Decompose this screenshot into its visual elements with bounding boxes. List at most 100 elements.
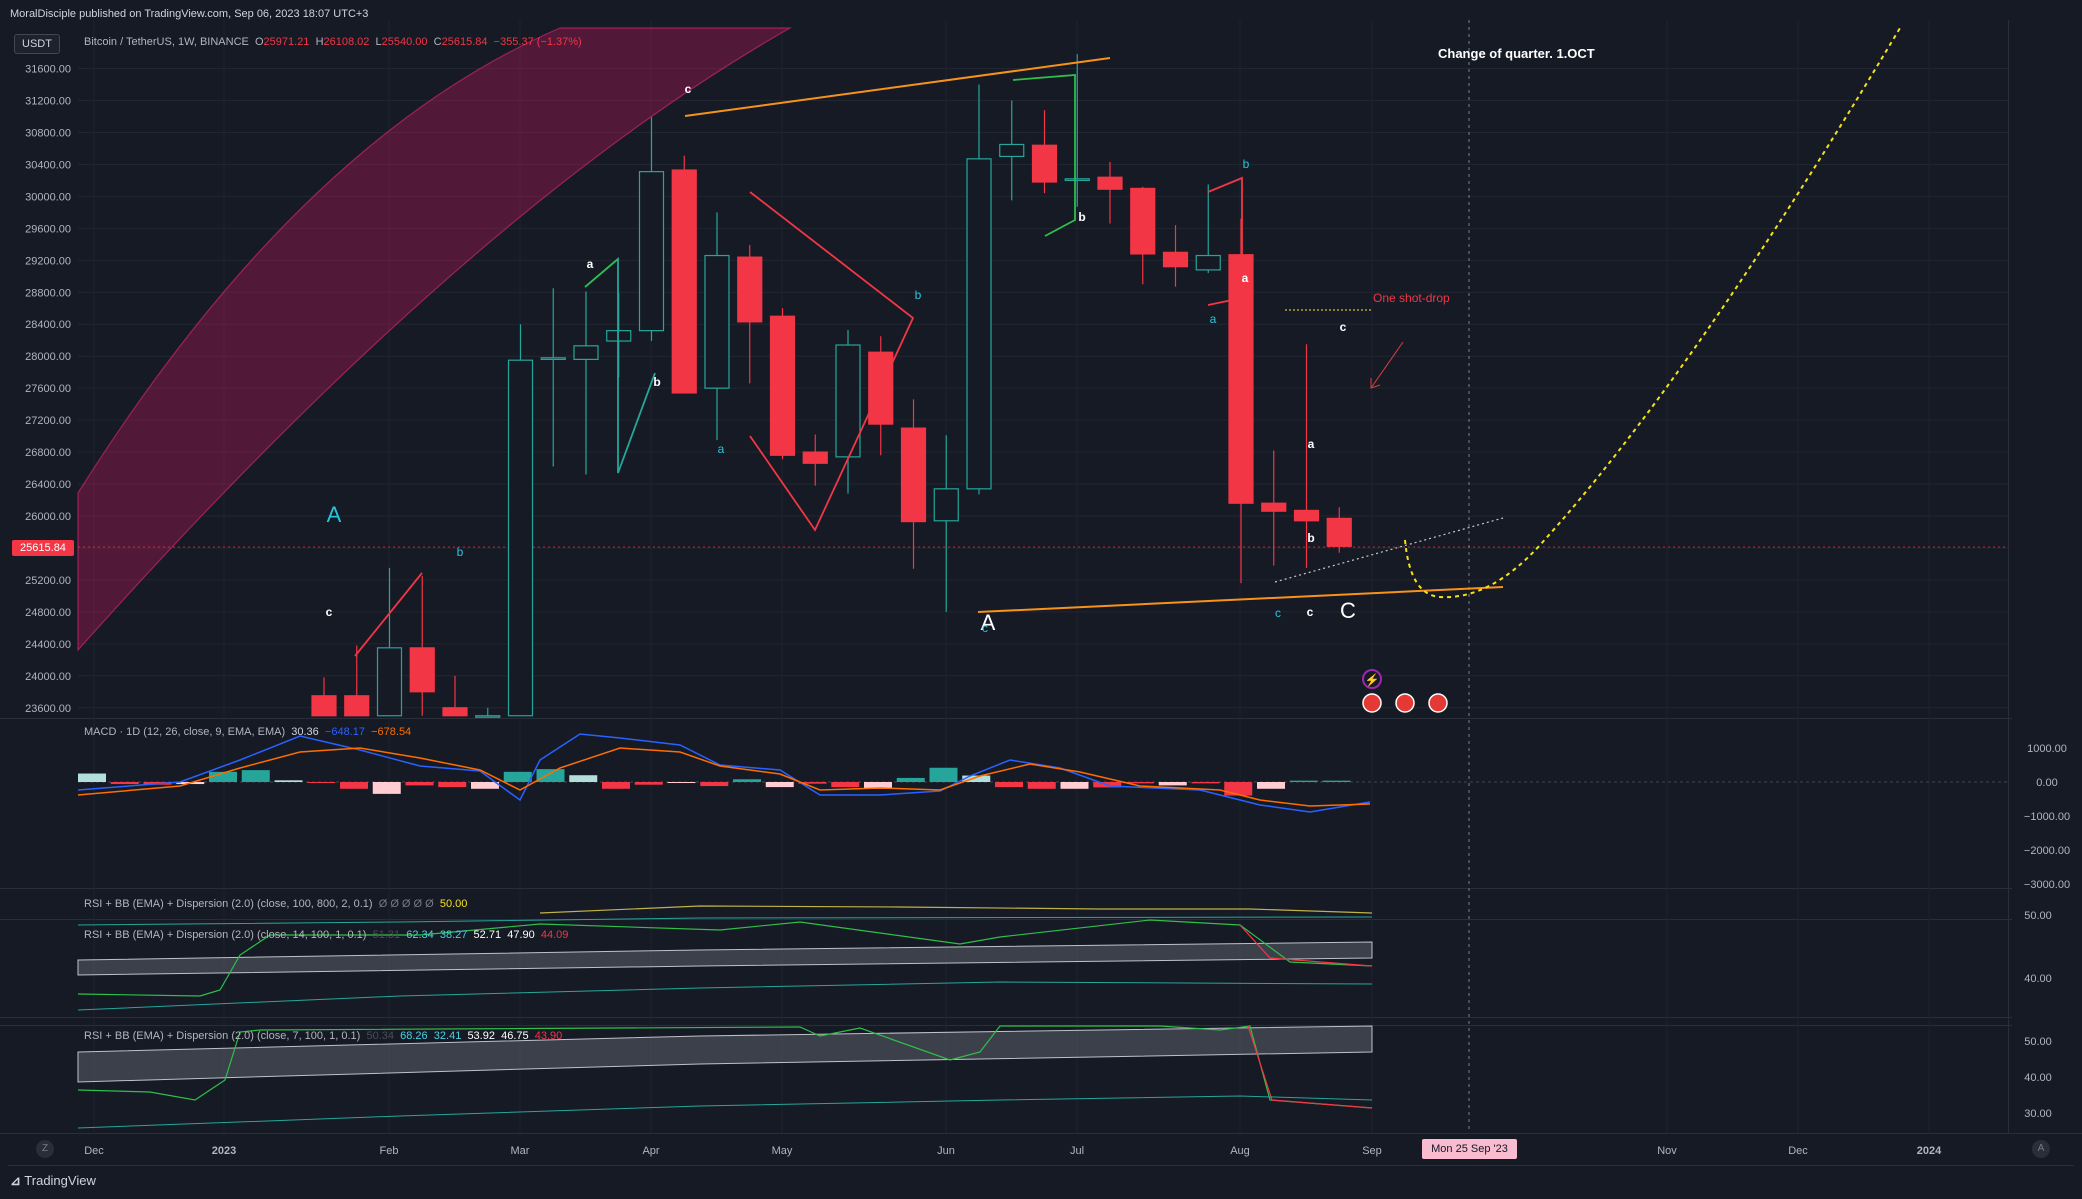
wave-label: a	[587, 257, 594, 271]
rsi2-legend: RSI + BB (EMA) + Dispersion (2.0) (close…	[84, 929, 569, 941]
wave-label: A	[327, 502, 342, 527]
macd-histogram-bar	[831, 782, 860, 788]
wave-label: a	[718, 442, 725, 456]
red-zigzag-1	[354, 572, 423, 657]
price-tick-label: 27600.00	[25, 383, 71, 395]
svg-text:⚡: ⚡	[1365, 673, 1380, 687]
wave-label: c	[982, 621, 988, 635]
macd-histogram-bar	[209, 771, 237, 782]
wave-label: c	[1275, 606, 1281, 620]
macd-signal-value: −648.17	[324, 726, 365, 738]
tradingview-brand[interactable]: ⊿ TradingView	[10, 1173, 96, 1189]
candle-body	[311, 695, 337, 717]
macd-signal-line	[77, 747, 1371, 807]
macd-histogram-bar	[1289, 780, 1318, 782]
wave-label: c	[1307, 605, 1314, 619]
publish-line: MoralDisciple published on TradingView.c…	[10, 8, 369, 20]
tradingview-logo-icon: ⊿	[10, 1173, 21, 1188]
time-tick-label: Jul	[1070, 1145, 1084, 1157]
rsi3-line	[77, 1025, 1373, 1109]
macd-histogram-bar	[733, 779, 761, 782]
macd-tick-label: −1000.00	[2024, 811, 2070, 823]
candle-body	[442, 707, 468, 717]
us-flag-icon	[1395, 693, 1415, 713]
panel-divider	[0, 919, 2012, 920]
candle-body	[737, 256, 763, 323]
time-tick-label: Mar	[511, 1145, 530, 1157]
candle-body	[802, 451, 828, 464]
wave-label: a	[1242, 271, 1249, 285]
wave-label: b	[1078, 210, 1085, 224]
price-tick-label: 29200.00	[25, 255, 71, 267]
panel-divider	[0, 1133, 2082, 1134]
macd-histogram-bar	[700, 782, 729, 787]
close-value: 25615.84	[441, 36, 488, 48]
macd-histogram-bar	[929, 767, 958, 782]
macd-histogram-bar	[78, 773, 106, 782]
rsi1-ma-line	[77, 916, 1373, 926]
macd-hist-value: −678.54	[371, 726, 412, 738]
time-tick-label: Sep	[1362, 1145, 1382, 1157]
symbol-name: Bitcoin / TetherUS, 1W, BINANCE	[84, 36, 249, 48]
high-value: 26108.02	[323, 36, 370, 48]
wave-label: C	[1340, 598, 1356, 623]
macd-histogram-bar	[962, 775, 991, 782]
macd-title: MACD · 1D (12, 26, close, 9, EMA, EMA)	[84, 726, 286, 738]
pink-arc-band	[77, 27, 793, 652]
candle-body	[475, 715, 501, 718]
candle-body	[376, 647, 403, 717]
time-tick-label: Dec	[84, 1145, 104, 1157]
macd-histogram-bar	[896, 777, 925, 782]
candle-body	[1326, 517, 1352, 547]
symbol-legend: Bitcoin / TetherUS, 1W, BINANCE O25971.2…	[84, 36, 582, 48]
wave-label: a	[1308, 437, 1315, 451]
wave-label: A	[981, 610, 996, 635]
candle-body	[1228, 254, 1254, 504]
wave-label: b	[915, 288, 922, 302]
rsi1-title: RSI + BB (EMA) + Dispersion (2.0) (close…	[84, 898, 373, 910]
currency-button[interactable]: USDT	[14, 34, 60, 54]
arrow-head	[1370, 378, 1381, 389]
lightning-icon[interactable]	[1362, 669, 1382, 689]
panel-divider	[0, 888, 2012, 889]
z-button[interactable]: Z	[36, 1140, 54, 1158]
price-tick-label: 24800.00	[25, 607, 71, 619]
green-zigzag-2	[1012, 74, 1076, 237]
candle-body	[1195, 254, 1221, 271]
candle-body	[638, 171, 665, 332]
candle-body	[769, 315, 796, 456]
candle-body	[671, 169, 697, 394]
brand-label: TradingView	[24, 1173, 96, 1188]
rsi1-tick-label: 50.00	[2024, 910, 2052, 922]
macd-histogram-bar	[241, 770, 270, 782]
macd-histogram-bar	[1060, 782, 1089, 789]
time-tick-label: Feb	[380, 1145, 399, 1157]
candle-body	[540, 357, 566, 360]
candle-body	[1031, 144, 1058, 183]
crosshair-date-tag: Mon 25 Sep '23	[1422, 1139, 1517, 1159]
quarter-annotation: Change of quarter. 1.OCT	[1438, 46, 1595, 61]
macd-histogram-bar	[765, 782, 794, 788]
candle-body	[507, 359, 534, 717]
macd-histogram-bar	[569, 775, 598, 782]
macd-histogram-bar	[307, 782, 336, 783]
macd-histogram-bar	[1027, 782, 1056, 789]
rsi2-band	[77, 941, 1373, 976]
candle-body	[900, 427, 927, 523]
wave-label: a	[1210, 312, 1217, 326]
wave-label: b	[653, 375, 660, 389]
rsi-panels	[77, 905, 1373, 1129]
rsi3-red-segment	[1247, 1025, 1373, 1109]
macd-histogram-bar	[438, 782, 467, 788]
wave-label: c	[1340, 320, 1347, 334]
price-tick-label: 23600.00	[25, 703, 71, 715]
rsi3-ma-line	[77, 1095, 1373, 1129]
auto-scale-button[interactable]: A	[2032, 1140, 2050, 1158]
us-flag-icon	[1362, 693, 1382, 713]
candle-body	[1261, 502, 1287, 512]
macd-histogram-bar	[1158, 782, 1187, 786]
macd-histogram-bar	[1224, 782, 1253, 796]
candle-body	[1293, 509, 1320, 522]
time-tick-label: Aug	[1230, 1145, 1250, 1157]
